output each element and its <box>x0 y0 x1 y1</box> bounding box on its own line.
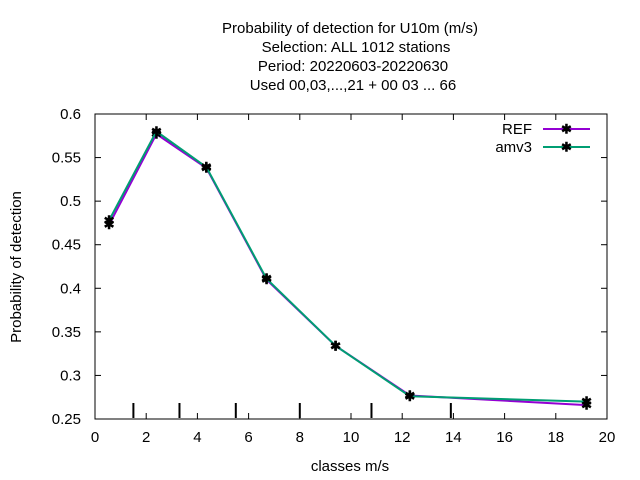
y-tick-label: 0.3 <box>60 367 81 384</box>
data-point-amv3: ✱ <box>151 124 162 139</box>
legend: REF ✱ amv3 ✱ <box>495 121 590 156</box>
data-point-amv3: ✱ <box>104 213 115 228</box>
data-point-amv3: ✱ <box>330 338 341 353</box>
legend-marker-ref: ✱ <box>561 122 572 137</box>
x-tick-label: 16 <box>496 429 513 446</box>
y-axis: 0.25 0.3 0.35 0.4 0.45 0.5 0.55 0.6 <box>52 106 607 428</box>
data-point-amv3: ✱ <box>261 271 272 286</box>
legend-label-amv3: amv3 <box>495 139 532 156</box>
title-line: Probability of detection for U10m (m/s) <box>222 20 478 37</box>
x-tick-label: 4 <box>193 429 201 446</box>
data-point-amv3: ✱ <box>404 389 415 404</box>
y-tick-label: 0.55 <box>52 150 81 167</box>
y-axis-label: Probability of detection <box>8 191 25 343</box>
x-tick-label: 10 <box>343 429 360 446</box>
x-tick-label: 12 <box>394 429 411 446</box>
data-point-ref: ✱ <box>104 217 115 232</box>
x-tick-label: 20 <box>599 429 616 446</box>
x-tick-label: 18 <box>547 429 564 446</box>
legend-label-ref: REF <box>502 121 532 138</box>
title-line: Used 00,03,...,21 + 00 03 ... 66 <box>250 77 456 94</box>
x-axis-label: classes m/s <box>311 458 389 475</box>
plot-frame <box>94 113 608 420</box>
class-boundary-marks <box>132 403 452 418</box>
y-tick-label: 0.35 <box>52 324 81 341</box>
x-axis: 0 2 4 6 8 10 12 14 16 18 20 <box>91 114 616 446</box>
x-tick-label: 6 <box>244 429 252 446</box>
series-layer: ✱✱✱✱✱✱✱✱✱✱✱✱✱ ✱ <box>104 124 592 413</box>
series-line-amv3 <box>108 129 587 403</box>
title-line: Period: 20220603-20220630 <box>258 58 448 75</box>
y-tick-label: 0.5 <box>60 193 81 210</box>
chart-title: Probability of detection for U10m (m/s) … <box>222 20 478 94</box>
x-tick-label: 8 <box>296 429 304 446</box>
y-tick-label: 0.25 <box>52 411 81 428</box>
y-tick-label: 0.45 <box>52 237 81 254</box>
legend-marker-amv3: ✱ <box>561 140 572 155</box>
y-tick-label: 0.4 <box>60 280 81 297</box>
data-point-ref: ✱ <box>581 398 592 413</box>
data-point-amv3: ✱ <box>581 394 592 409</box>
data-point-ref: ✱ <box>151 127 162 142</box>
series-line-ref <box>108 132 587 407</box>
x-tick-label: 2 <box>142 429 150 446</box>
title-line: Selection: ALL 1012 stations <box>262 39 451 56</box>
x-tick-label: 14 <box>445 429 462 446</box>
data-point-amv3: ✱ <box>201 160 212 175</box>
y-tick-label: 0.6 <box>60 106 81 123</box>
x-tick-label: 0 <box>91 429 99 446</box>
